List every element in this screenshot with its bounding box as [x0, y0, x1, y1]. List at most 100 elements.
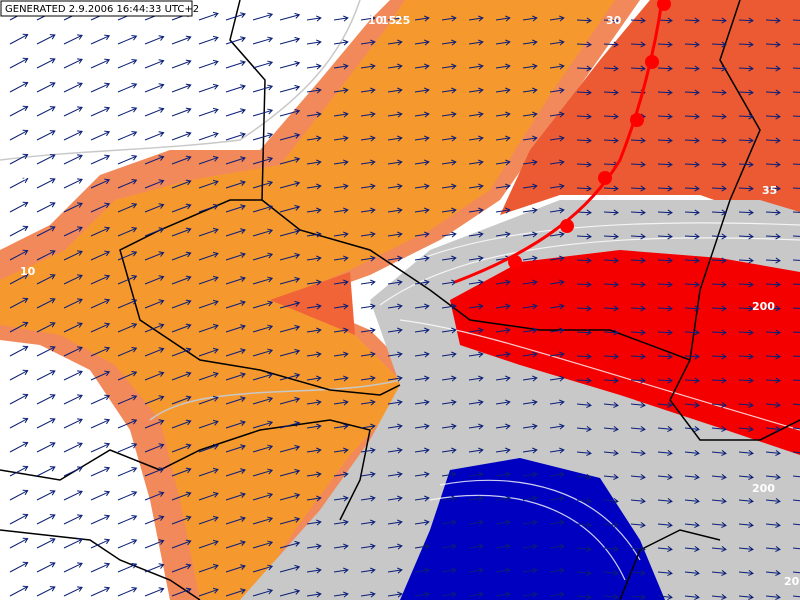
wind-arrow [441, 495, 457, 502]
wind-arrow [63, 346, 83, 357]
wind-arrow [738, 305, 754, 312]
wind-arrow [765, 281, 781, 288]
wind-arrow [36, 586, 56, 597]
contour-label: 15 [20, 357, 35, 370]
wind-arrow [63, 250, 83, 261]
wind-arrow [198, 539, 219, 549]
wind-arrow [576, 329, 592, 336]
wind-arrow [468, 255, 484, 262]
wind-arrow [441, 447, 457, 454]
wind-arrow [90, 514, 111, 525]
wind-arrow [387, 399, 403, 406]
wind-arrow [711, 209, 727, 216]
wind-arrow [684, 546, 700, 552]
wind-arrow [711, 329, 727, 336]
wind-arrow [63, 394, 83, 405]
wind-arrow [711, 522, 727, 528]
wind-arrow [603, 305, 619, 312]
wind-arrow [603, 353, 619, 360]
wind-arrow [171, 179, 192, 189]
wind-arrow [198, 515, 219, 525]
wind-arrow [279, 564, 301, 573]
wind-arrow [576, 377, 592, 384]
wind-arrow [657, 65, 673, 72]
isoline [429, 494, 626, 581]
wind-arrow [549, 591, 565, 598]
wind-arrow [468, 423, 484, 430]
wind-arrow [468, 399, 484, 406]
wind-arrow [252, 132, 274, 141]
wind-arrow [441, 327, 457, 334]
wind-arrow [36, 274, 56, 285]
wind-arrow [90, 226, 111, 237]
wind-arrow [576, 498, 592, 504]
wind-arrow [630, 329, 646, 336]
wind-arrow [657, 594, 673, 600]
wind-arrow [9, 513, 29, 525]
contour-label: 20 [133, 575, 149, 588]
wind-arrow [306, 15, 322, 22]
wind-arrow [90, 130, 111, 141]
wind-arrow [657, 233, 673, 240]
wind-arrow [252, 300, 274, 309]
wind-arrow [279, 444, 301, 453]
wind-arrow [9, 105, 29, 117]
field-orange [0, 0, 615, 600]
wind-arrow [684, 233, 700, 240]
wind-arrow [144, 251, 165, 261]
wind-arrow [306, 231, 322, 238]
wind-arrow [414, 279, 430, 286]
wind-arrow [414, 591, 430, 598]
wind-arrow [441, 183, 457, 190]
wind-arrow [495, 231, 511, 238]
wind-arrow [657, 281, 673, 288]
wind-arrow [738, 65, 754, 72]
wind-arrow [576, 113, 592, 120]
wind-arrow [333, 399, 349, 406]
wind-arrow [144, 83, 165, 93]
wind-arrow [522, 183, 538, 190]
wind-arrow [90, 490, 111, 501]
wind-arrow [360, 207, 376, 214]
contour-label: 200 [752, 300, 775, 313]
wind-arrow [738, 257, 754, 264]
wind-arrow [387, 183, 403, 190]
wind-arrow [252, 492, 274, 501]
wind-arrow [171, 131, 192, 141]
wind-arrow [657, 474, 673, 480]
field-red-orange [500, 0, 800, 230]
wind-arrow [171, 371, 192, 381]
wind-arrow [441, 111, 457, 118]
wind-arrow [9, 465, 29, 477]
wind-arrow [360, 63, 376, 70]
wind-arrow [225, 324, 246, 333]
wind-arrow [549, 63, 565, 70]
wind-arrow [414, 63, 430, 70]
wind-arrows [9, 9, 800, 600]
wind-arrow [576, 281, 592, 288]
wind-arrow [90, 322, 111, 333]
wind-arrow [468, 183, 484, 190]
wind-arrow [657, 353, 673, 360]
wind-arrow [252, 444, 274, 453]
wind-arrow [9, 57, 29, 69]
wind-arrow [711, 570, 727, 576]
wind-arrow [441, 15, 457, 22]
wind-arrow [576, 257, 592, 264]
wind-arrow [360, 375, 376, 382]
wind-arrow [117, 394, 138, 405]
wind-arrow [522, 399, 538, 406]
wind-arrow [603, 450, 619, 456]
wind-arrow [711, 161, 727, 168]
wind-arrow [279, 156, 301, 165]
wind-arrow [576, 137, 592, 144]
wind-arrow [657, 402, 673, 408]
wind-arrow [630, 594, 646, 600]
wind-arrow [630, 17, 646, 24]
border [669, 359, 800, 441]
wind-arrow [738, 522, 754, 528]
isoline [399, 319, 800, 431]
wind-arrow [387, 63, 403, 70]
wind-arrow [198, 347, 219, 357]
wind-arrow [279, 372, 301, 381]
